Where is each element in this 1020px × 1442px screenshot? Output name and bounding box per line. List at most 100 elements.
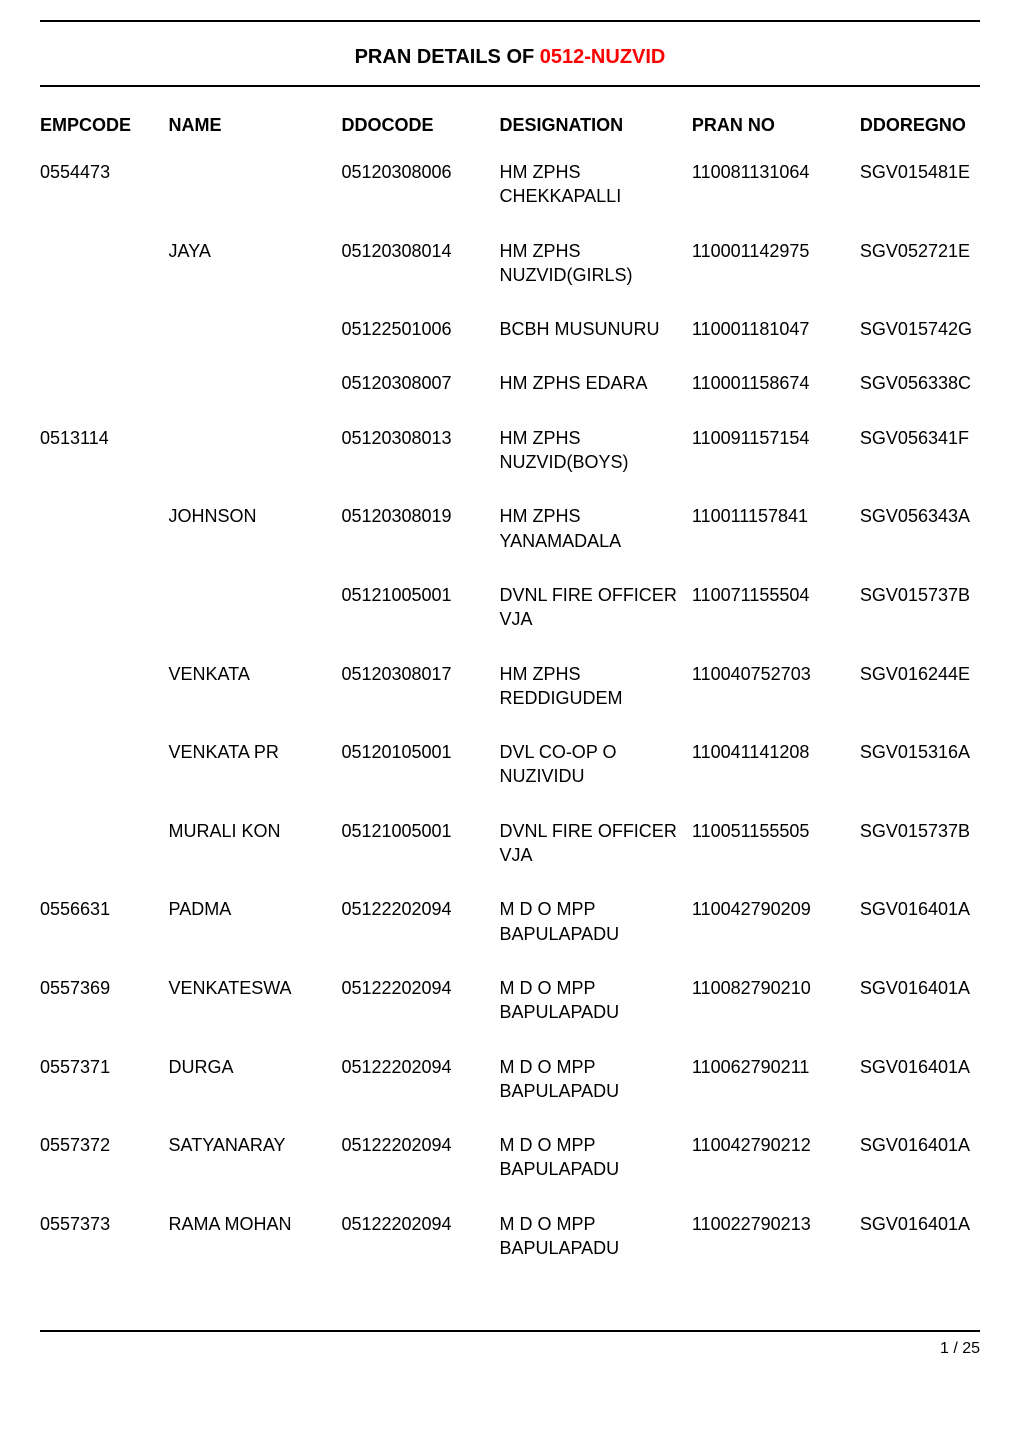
cell-ddocode: 05120308013 [341,426,499,505]
cell-pranno: 110062790211 [692,1055,860,1134]
cell-designation: BCBH MUSUNURU [499,317,691,371]
cell-pranno: 110001181047 [692,317,860,371]
table-row: 0557371 DURGA 05122202094 M D O MPP BAPU… [40,1055,980,1134]
cell-name: VENKATA PR [169,740,342,819]
cell-ddoregno: SGV016401A [860,1133,980,1212]
table-row: MURALI KON 05121005001 DVNL FIRE OFFICER… [40,819,980,898]
cell-pranno: 110042790212 [692,1133,860,1212]
cell-ddoregno: SGV016401A [860,1212,980,1291]
table-row: VENKATA 05120308017 HM ZPHS REDDIGUDEM 1… [40,662,980,741]
rule-under-title [40,85,980,87]
table-row: 05120308007 HM ZPHS EDARA 110001158674 S… [40,371,980,425]
cell-ddocode: 05120308014 [341,239,499,318]
cell-empcode: 0557373 [40,1212,169,1291]
cell-designation: HM ZPHS YANAMADALA [499,504,691,583]
cell-ddoregno: SGV056338C [860,371,980,425]
col-header-designation: DESIGNATION [499,115,691,160]
table-row: VENKATA PR 05120105001 DVL CO-OP O NUZIV… [40,740,980,819]
cell-designation: HM ZPHS NUZVID(BOYS) [499,426,691,505]
page-title: PRAN DETAILS OF 0512-NUZVID [40,46,980,69]
cell-pranno: 110040752703 [692,662,860,741]
cell-ddocode: 05121005001 [341,583,499,662]
cell-ddoregno: SGV016244E [860,662,980,741]
cell-ddocode: 05122202094 [341,897,499,976]
table-row: JAYA 05120308014 HM ZPHS NUZVID(GIRLS) 1… [40,239,980,318]
cell-pranno: 110091157154 [692,426,860,505]
cell-ddocode: 05120105001 [341,740,499,819]
cell-ddoregno: SGV016401A [860,1055,980,1134]
col-header-pranno: PRAN NO [692,115,860,160]
cell-pranno: 110011157841 [692,504,860,583]
cell-name: VENKATESWA [169,976,342,1055]
cell-empcode: 0557372 [40,1133,169,1212]
cell-ddocode: 05122202094 [341,1055,499,1134]
table-row: 0513114 05120308013 HM ZPHS NUZVID(BOYS)… [40,426,980,505]
cell-designation: DVNL FIRE OFFICER VJA [499,819,691,898]
cell-designation: DVL CO-OP O NUZIVIDU [499,740,691,819]
cell-designation: HM ZPHS NUZVID(GIRLS) [499,239,691,318]
cell-ddocode: 05122202094 [341,1133,499,1212]
title-suffix: 0512-NUZVID [540,46,666,68]
cell-name: JAYA [169,239,342,318]
page-number: 1 / 25 [40,1340,980,1358]
cell-empcode [40,662,169,741]
cell-name [169,371,342,425]
cell-ddoregno: SGV056343A [860,504,980,583]
cell-pranno: 110082790210 [692,976,860,1055]
cell-empcode [40,504,169,583]
cell-name: VENKATA [169,662,342,741]
cell-ddocode: 05120308019 [341,504,499,583]
cell-designation: HM ZPHS REDDIGUDEM [499,662,691,741]
cell-ddocode: 05122202094 [341,976,499,1055]
cell-designation: M D O MPP BAPULAPADU [499,897,691,976]
cell-pranno: 110001142975 [692,239,860,318]
cell-ddoregno: SGV015737B [860,583,980,662]
rule-bottom [40,1330,980,1332]
cell-pranno: 110041141208 [692,740,860,819]
pran-table: EMPCODE NAME DDOCODE DESIGNATION PRAN NO… [40,115,980,1290]
cell-empcode [40,740,169,819]
title-prefix: PRAN DETAILS OF [355,46,540,68]
cell-designation: M D O MPP BAPULAPADU [499,1055,691,1134]
cell-designation: HM ZPHS CHEKKAPALLI [499,160,691,239]
cell-designation: HM ZPHS EDARA [499,371,691,425]
rule-top [40,20,980,22]
cell-pranno: 110051155505 [692,819,860,898]
cell-ddocode: 05122501006 [341,317,499,371]
cell-name: RAMA MOHAN [169,1212,342,1291]
cell-designation: M D O MPP BAPULAPADU [499,976,691,1055]
table-row: 0557369 VENKATESWA 05122202094 M D O MPP… [40,976,980,1055]
cell-ddoregno: SGV015481E [860,160,980,239]
cell-name: PADMA [169,897,342,976]
cell-ddocode: 05120308017 [341,662,499,741]
cell-empcode: 0557369 [40,976,169,1055]
col-header-ddoregno: DDOREGNO [860,115,980,160]
cell-ddocode: 05121005001 [341,819,499,898]
table-row: 0557372 SATYANARAY 05122202094 M D O MPP… [40,1133,980,1212]
cell-name [169,583,342,662]
cell-ddoregno: SGV056341F [860,426,980,505]
table-row: 05121005001 DVNL FIRE OFFICER VJA 110071… [40,583,980,662]
cell-ddoregno: SGV016401A [860,897,980,976]
cell-empcode [40,583,169,662]
cell-empcode: 0557371 [40,1055,169,1134]
table-row: 0554473 05120308006 HM ZPHS CHEKKAPALLI … [40,160,980,239]
table-row: JOHNSON 05120308019 HM ZPHS YANAMADALA 1… [40,504,980,583]
cell-pranno: 110022790213 [692,1212,860,1291]
cell-pranno: 110042790209 [692,897,860,976]
table-row: 0557373 RAMA MOHAN 05122202094 M D O MPP… [40,1212,980,1291]
cell-designation: DVNL FIRE OFFICER VJA [499,583,691,662]
cell-name [169,160,342,239]
col-header-empcode: EMPCODE [40,115,169,160]
cell-empcode [40,819,169,898]
col-header-name: NAME [169,115,342,160]
table-header-row: EMPCODE NAME DDOCODE DESIGNATION PRAN NO… [40,115,980,160]
cell-ddocode: 05122202094 [341,1212,499,1291]
cell-name [169,426,342,505]
table-row: 0556631 PADMA 05122202094 M D O MPP BAPU… [40,897,980,976]
cell-ddoregno: SGV052721E [860,239,980,318]
cell-name: MURALI KON [169,819,342,898]
cell-ddoregno: SGV015316A [860,740,980,819]
cell-empcode: 0513114 [40,426,169,505]
cell-pranno: 110071155504 [692,583,860,662]
